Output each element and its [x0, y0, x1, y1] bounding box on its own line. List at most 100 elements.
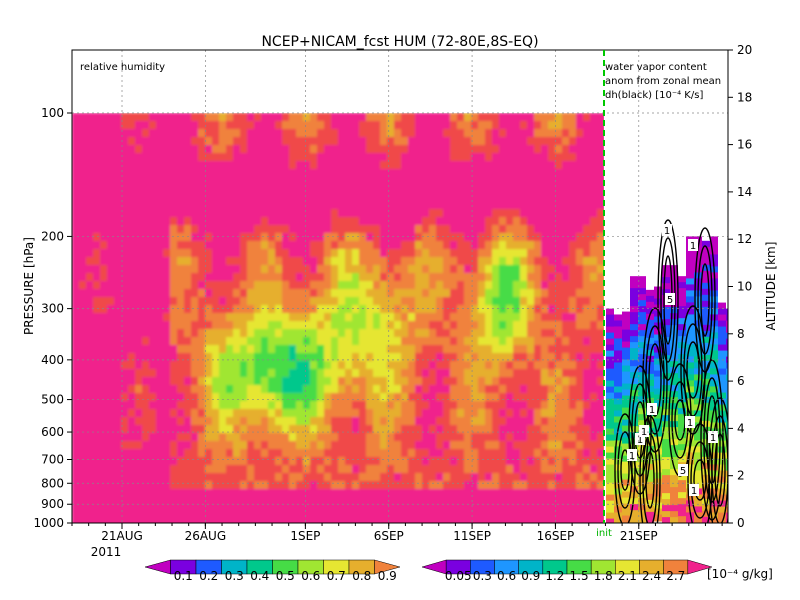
rh-cell	[324, 313, 332, 322]
rh-cell	[142, 465, 150, 474]
rh-cell	[492, 505, 500, 514]
wv-cell	[718, 422, 726, 430]
rh-cell	[499, 481, 507, 490]
rh-cell	[422, 185, 430, 194]
rh-cell	[303, 329, 311, 338]
rh-cell	[128, 313, 136, 322]
rh-cell	[275, 433, 283, 442]
rh-cell	[520, 393, 528, 402]
rh-cell	[408, 281, 416, 290]
rh-cell	[226, 209, 234, 218]
rh-cell	[401, 217, 409, 226]
rh-cell	[527, 481, 535, 490]
rh-cell	[163, 497, 171, 506]
rh-cell	[198, 417, 206, 426]
rh-cell	[485, 241, 493, 250]
rh-cell	[387, 449, 395, 458]
rh-cell	[359, 177, 367, 186]
rh-cell	[499, 345, 507, 354]
rh-cell	[387, 233, 395, 242]
rh-cell	[324, 145, 332, 154]
rh-cell	[205, 385, 213, 394]
rh-cell	[219, 321, 227, 330]
rh-cell	[163, 201, 171, 210]
rh-cell	[219, 497, 227, 506]
rh-cell	[457, 169, 465, 178]
rh-cell	[170, 353, 178, 362]
rh-cell	[471, 297, 479, 306]
rh-cell	[107, 121, 115, 130]
rh-cell	[205, 353, 213, 362]
rh-cell	[485, 473, 493, 482]
rh-cell	[506, 177, 514, 186]
rh-cell	[443, 409, 451, 418]
rh-cell	[436, 241, 444, 250]
rh-cell	[569, 505, 577, 514]
wv-cell	[638, 372, 646, 380]
rh-cell	[534, 217, 542, 226]
rh-cell	[478, 377, 486, 386]
rh-cell	[289, 113, 297, 122]
wv-cell	[662, 445, 670, 453]
rh-cell	[471, 385, 479, 394]
rh-cell	[135, 345, 143, 354]
rh-cell	[513, 273, 521, 282]
wv-cell	[694, 470, 702, 478]
rh-cell	[394, 513, 402, 522]
rh-cell	[527, 361, 535, 370]
rh-cell	[506, 345, 514, 354]
rh-cell	[233, 473, 241, 482]
rh-cell	[562, 521, 570, 523]
rh-cell	[212, 145, 220, 154]
wv-cell	[622, 419, 630, 427]
rh-cell	[128, 217, 136, 226]
rh-cell	[492, 457, 500, 466]
rh-cell	[296, 257, 304, 266]
rh-cell	[205, 481, 213, 490]
rh-cell	[401, 513, 409, 522]
rh-cell	[478, 121, 486, 130]
rh-cell	[282, 337, 290, 346]
rh-cell	[415, 129, 423, 138]
rh-cell	[205, 193, 213, 202]
rh-cell	[352, 169, 360, 178]
rh-cell	[219, 433, 227, 442]
rh-cell	[576, 225, 584, 234]
rh-cell	[569, 177, 577, 186]
rh-cell	[450, 297, 458, 306]
rh-cell	[149, 281, 157, 290]
rh-cell	[506, 121, 514, 130]
wv-cell	[686, 284, 694, 292]
wv-cell	[702, 492, 710, 500]
rh-cell	[359, 401, 367, 410]
rh-cell	[233, 289, 241, 298]
rh-cell	[100, 297, 108, 306]
rh-cell	[226, 193, 234, 202]
rh-cell	[555, 185, 563, 194]
rh-cell	[275, 521, 283, 523]
rh-cell	[100, 417, 108, 426]
rh-cell	[576, 457, 584, 466]
rh-cell	[79, 169, 87, 178]
rh-cell	[219, 113, 227, 122]
rh-cell	[583, 505, 591, 514]
rh-cell	[380, 433, 388, 442]
wv-cell	[670, 415, 678, 423]
rh-cell	[387, 321, 395, 330]
rh-cell	[72, 209, 80, 218]
rh-cell	[373, 257, 381, 266]
rh-cell	[457, 129, 465, 138]
rh-cell	[373, 513, 381, 522]
rh-cell	[590, 225, 598, 234]
rh-cell	[86, 113, 94, 122]
rh-cell	[520, 169, 528, 178]
rh-cell	[422, 209, 430, 218]
rh-cell	[184, 489, 192, 498]
wv-cell	[662, 451, 670, 459]
wv-cell	[670, 397, 678, 405]
rh-cell	[583, 449, 591, 458]
rh-cell	[415, 473, 423, 482]
rh-cell	[422, 345, 430, 354]
wv-cell	[630, 402, 638, 410]
rh-cell	[191, 313, 199, 322]
